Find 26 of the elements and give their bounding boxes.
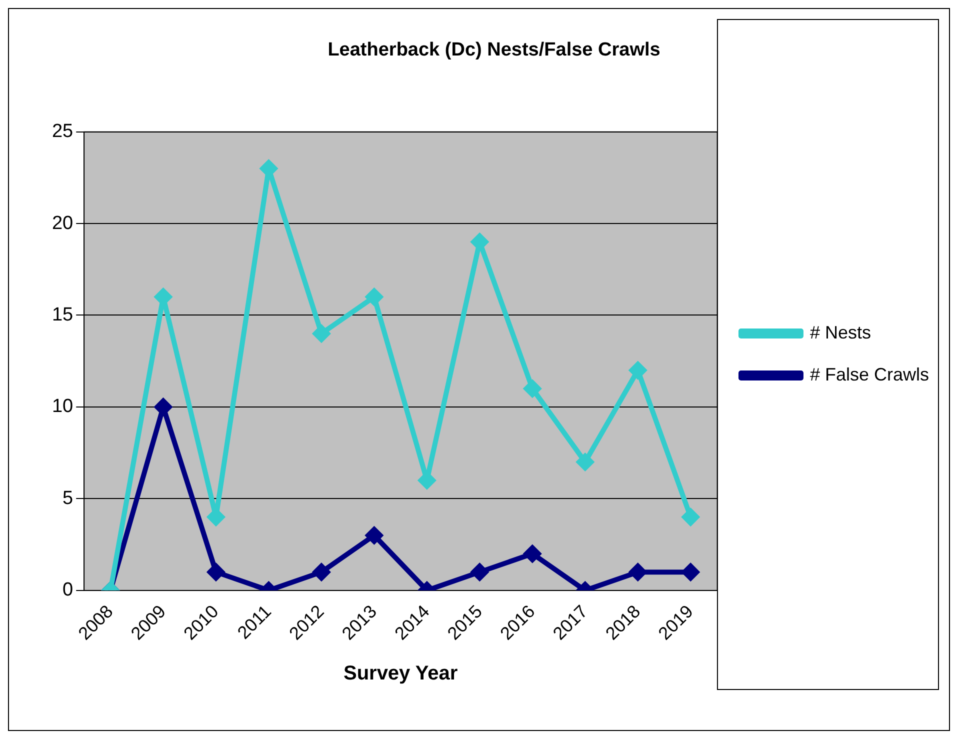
point	[312, 325, 330, 342]
point	[629, 564, 646, 581]
y-tick-label: 5	[62, 488, 74, 509]
point	[682, 564, 700, 581]
point	[524, 380, 541, 398]
point	[312, 564, 330, 581]
y-tick-label: 15	[52, 304, 74, 326]
y-tick-label: 0	[62, 580, 74, 601]
point	[366, 288, 383, 306]
y-tick-label: 25	[52, 121, 74, 142]
point	[682, 508, 700, 526]
point	[576, 454, 594, 470]
point	[629, 362, 646, 379]
point	[207, 508, 224, 526]
y-tick-label: 20	[52, 212, 74, 234]
legend-label: # False Crawls	[810, 364, 929, 384]
x-axis-title: Survey Year	[343, 662, 458, 685]
point	[471, 564, 488, 581]
point	[260, 160, 278, 177]
point	[154, 398, 172, 416]
point	[366, 526, 383, 544]
point	[207, 564, 224, 581]
point	[524, 545, 541, 562]
y-tick-label: 10	[52, 396, 74, 418]
chart-title: Leatherback (Dc) Nests/False Crawls	[328, 40, 660, 61]
legend-label: # Nests	[810, 322, 871, 342]
